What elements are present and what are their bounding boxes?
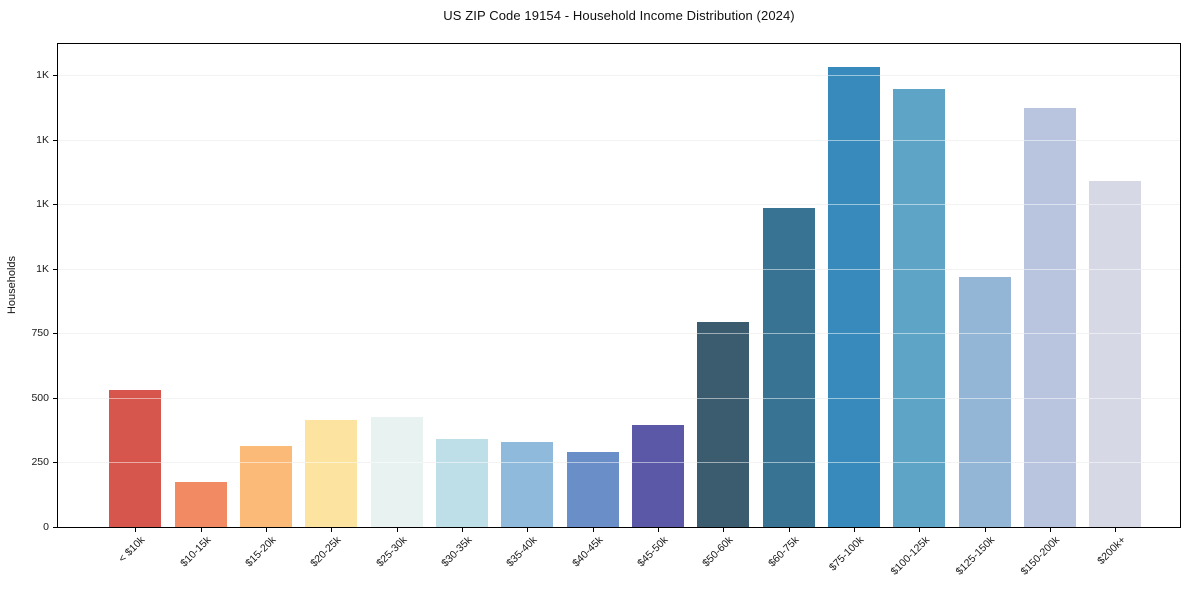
chart-title: US ZIP Code 19154 - Household Income Dis… — [443, 8, 795, 23]
bar — [436, 438, 488, 527]
y-tick-label: 500 — [31, 391, 49, 404]
x-tick — [919, 528, 921, 532]
bar — [893, 89, 946, 527]
bar — [566, 451, 619, 527]
x-tick-label: $60-75k — [765, 534, 802, 570]
x-tick — [135, 528, 137, 532]
x-tick — [265, 528, 267, 532]
y-tick-label: 250 — [31, 456, 49, 469]
x-tick — [1115, 528, 1117, 532]
x-tick-label: $35-40k — [504, 534, 540, 570]
x-tick-label: $20-25k — [308, 534, 344, 570]
bar — [305, 419, 358, 527]
x-tick — [396, 528, 398, 532]
bar — [958, 277, 1011, 527]
x-tick-label: $50-60k — [700, 534, 736, 570]
x-tick — [788, 528, 790, 532]
x-tick-label: $10-15k — [177, 534, 214, 570]
y-tick-label: 750 — [31, 327, 49, 340]
x-tick-label: $200k+ — [1094, 534, 1128, 568]
x-tick — [200, 528, 202, 532]
bar — [239, 446, 292, 527]
x-tick-label: $15-20k — [243, 534, 279, 570]
bar — [632, 424, 685, 527]
y-tick — [53, 397, 57, 399]
y-tick-label: 1K — [36, 133, 49, 146]
y-tick — [53, 333, 57, 335]
x-tick-label: $45-50k — [635, 534, 671, 570]
gridlines-over-layer — [58, 43, 1180, 527]
plot-area — [58, 43, 1180, 527]
y-tick — [53, 527, 57, 528]
bar — [828, 66, 881, 527]
bar — [697, 321, 750, 527]
gridline-overlay — [58, 333, 1180, 335]
x-tick — [592, 528, 594, 532]
x-tick-label: < $10k — [116, 534, 148, 565]
x-tick-label: $25-30k — [373, 534, 410, 570]
x-tick-label: $40-45k — [569, 534, 606, 570]
bar — [501, 441, 554, 527]
x-tick-label: $75-100k — [827, 534, 867, 574]
bar — [109, 390, 162, 527]
gridline-overlay — [58, 204, 1180, 206]
bar — [1024, 108, 1077, 527]
y-tick — [53, 462, 57, 464]
y-tick — [53, 75, 57, 77]
bar — [174, 481, 227, 527]
x-tick-label: $30-35k — [439, 534, 475, 570]
y-tick — [53, 204, 57, 206]
x-tick — [723, 528, 725, 532]
left-spine — [57, 43, 58, 528]
gridline-overlay — [58, 397, 1180, 399]
gridline-overlay — [58, 462, 1180, 464]
x-tick-label: $125-150k — [953, 534, 998, 578]
y-tick-label: 1K — [36, 69, 49, 82]
y-tick-label: 1K — [36, 198, 49, 211]
gridline-overlay — [58, 75, 1180, 77]
y-tick-label: 0 — [43, 521, 49, 533]
top-spine — [57, 43, 1181, 44]
bar — [762, 207, 815, 527]
bar — [1089, 181, 1142, 527]
bars-layer — [58, 43, 1180, 527]
y-tick-label: 1K — [36, 262, 49, 275]
y-tick — [53, 139, 57, 141]
x-tick — [331, 528, 333, 532]
right-spine — [1180, 43, 1181, 528]
bar — [370, 416, 423, 527]
x-tick — [854, 528, 856, 532]
x-tick-label: $100-125k — [888, 534, 932, 578]
x-tick — [527, 528, 529, 532]
gridline-overlay — [58, 268, 1180, 270]
y-tick — [53, 268, 57, 270]
gridline-overlay — [58, 139, 1180, 141]
x-tick — [984, 528, 986, 532]
x-tick — [1050, 528, 1052, 532]
x-tick-label: $150-200k — [1018, 534, 1063, 578]
x-tick — [658, 528, 660, 532]
x-tick — [462, 528, 463, 532]
x-axis-line — [57, 527, 1181, 529]
